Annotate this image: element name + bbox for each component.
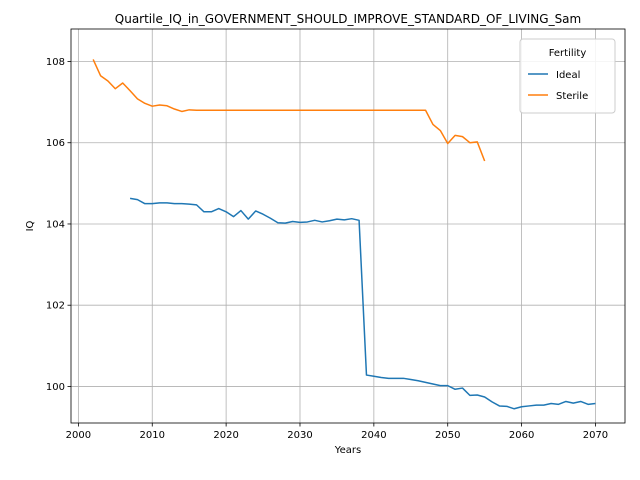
legend: Fertility Ideal Sterile [519,38,616,114]
x-tick-label: 2010 [140,430,165,441]
legend-label-sterile: Sterile [556,91,588,102]
y-tick-label: 106 [46,138,65,149]
x-tick-label: 2060 [509,430,534,441]
x-axis-label: Years [334,445,361,456]
y-tick-label: 104 [46,219,65,230]
x-tick-label: 2040 [361,430,386,441]
x-tick-label: 2070 [583,430,608,441]
series-line-sterile [92,59,486,162]
series-line-ideal [129,197,596,410]
x-tick-label: 2020 [213,430,238,441]
x-tick-label: 2000 [66,430,91,441]
y-tick-label: 102 [46,301,65,312]
series-layer [92,59,596,410]
plot-area-frame [70,28,626,424]
y-tick-label: 100 [46,382,65,393]
x-tick-label: 2050 [435,430,460,441]
x-axis-ticks: 2000 2010 2020 2030 2040 2050 2060 2070 [66,423,608,441]
y-axis-label: IQ [25,220,36,231]
x-tick-label: 2030 [287,430,312,441]
y-tick-label: 108 [46,57,65,68]
legend-label-ideal: Ideal [556,70,580,81]
legend-items: Ideal Sterile [528,70,588,102]
chart-title: Quartile_IQ_in_GOVERNMENT_SHOULD_IMPROVE… [115,12,581,26]
legend-title: Fertility [549,48,587,59]
y-axis-ticks: 100 102 104 106 108 [46,57,71,393]
